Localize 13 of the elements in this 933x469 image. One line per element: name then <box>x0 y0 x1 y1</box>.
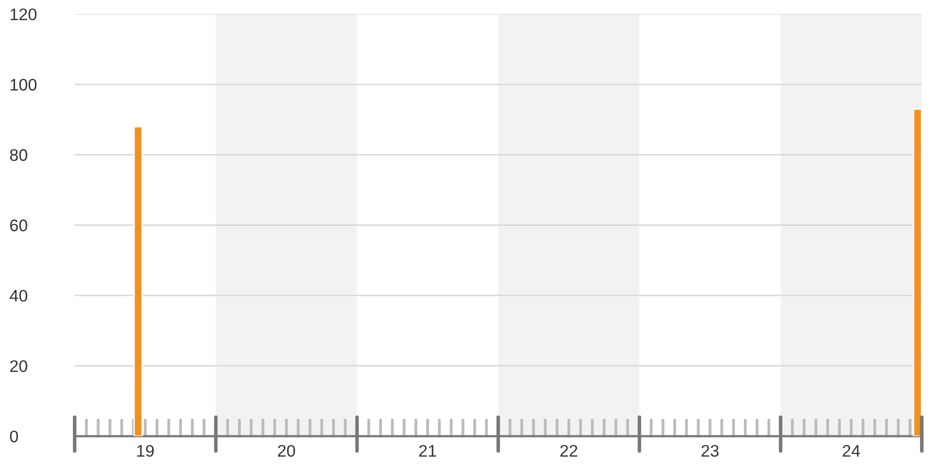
y-tick-label: 80 <box>10 149 28 161</box>
x-tick-label: 24 <box>842 444 860 457</box>
y-tick-label: 100 <box>10 78 37 91</box>
x-tick-label: 22 <box>560 444 578 457</box>
y-tick-label: 0 <box>10 430 18 442</box>
x-tick-label: 19 <box>137 444 154 457</box>
y-tick-label: 120 <box>10 8 37 20</box>
y-tick-label: 20 <box>10 360 28 372</box>
x-tick-label: 23 <box>702 444 719 457</box>
x-tick-label: 20 <box>278 444 296 457</box>
y-tick-label: 60 <box>10 220 28 232</box>
x-tick-label: 21 <box>419 444 436 457</box>
y-tick-label: 40 <box>10 290 28 302</box>
